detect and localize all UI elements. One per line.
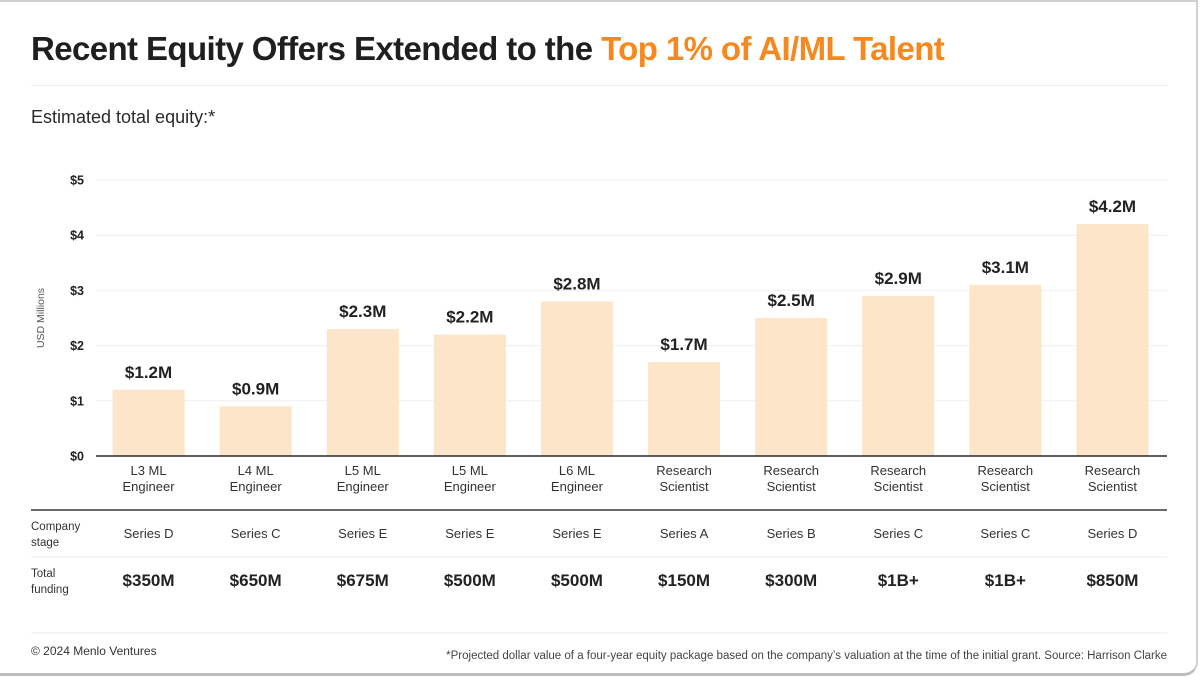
category-label-line1: Research [656, 463, 712, 478]
copyright: © 2024 Menlo Ventures [31, 644, 157, 658]
company-stage-cell: Series E [445, 526, 494, 541]
value-labels: $1.2M $0.9M $2.3M $2.2M $2.8M $1.7M $2.5M $2.9M… [125, 197, 1136, 398]
company-stage-label-line2: stage [31, 537, 59, 549]
value-label: $2.5M [768, 291, 815, 310]
value-label: $1.2M [125, 363, 172, 382]
bar [648, 362, 721, 456]
bar [326, 329, 399, 456]
category-label-line1: Research [870, 463, 926, 478]
category-label-line2: Engineer [230, 479, 283, 494]
bar [219, 406, 292, 456]
bar [755, 318, 828, 456]
value-label: $1.7M [660, 335, 707, 354]
total-funding-cell: $650M [230, 571, 282, 590]
company-stage-cell: Series B [767, 526, 816, 541]
y-tick-label: $5 [70, 174, 84, 188]
value-label: $4.2M [1089, 197, 1136, 216]
value-label: $2.3M [339, 302, 386, 321]
footnote: *Projected dollar value of a four-year e… [446, 650, 1167, 662]
company-stage-cell: Series D [1088, 526, 1138, 541]
y-tick-label: $1 [70, 394, 84, 408]
title-prefix: Recent Equity Offers Extended to the [31, 30, 593, 67]
total-funding-label-line2: funding [31, 584, 69, 596]
category-label-line1: Research [978, 463, 1034, 478]
total-funding-cell: $850M [1086, 571, 1138, 590]
category-label-line2: Engineer [551, 479, 604, 494]
category-label-line2: Scientist [1088, 479, 1138, 494]
total-funding-cell: $300M [765, 571, 817, 590]
title-highlight: Top 1% of AI/ML Talent [601, 30, 945, 67]
bars [112, 224, 1149, 456]
value-label: $3.1M [982, 258, 1029, 277]
total-funding-label-line1: Total [31, 568, 55, 580]
y-tick-labels: $0 $1 $2 $3 $4 $5 [70, 174, 84, 464]
y-tick-label: $3 [70, 284, 84, 298]
bar [433, 334, 506, 456]
chart-subtitle: Estimated total equity:* [31, 107, 216, 127]
total-funding-cell: $350M [123, 571, 175, 590]
value-label: $0.9M [232, 379, 279, 398]
category-label-line1: L6 ML [559, 463, 595, 478]
bar [112, 389, 185, 456]
bar [540, 301, 613, 456]
category-label-line1: L5 ML [452, 463, 488, 478]
company-stage-cell: Series A [660, 526, 709, 541]
total-funding-cell: $500M [551, 571, 603, 590]
company-stage-cell: Series D [124, 526, 174, 541]
category-label-line2: Engineer [444, 479, 497, 494]
chart-title: Recent Equity Offers Extended to the Top… [31, 30, 945, 68]
value-label: $2.2M [446, 308, 493, 327]
category-label-line2: Engineer [337, 479, 390, 494]
category-label-line1: L4 ML [238, 463, 274, 478]
company-stage-cell: Series C [231, 526, 281, 541]
category-label-line1: L3 ML [130, 463, 166, 478]
company-stage-label-line1: Company [31, 521, 80, 533]
company-stage-cell: Series E [552, 526, 601, 541]
company-stage-cell: Series E [338, 526, 387, 541]
value-label: $2.9M [875, 269, 922, 288]
category-label-line1: Research [1085, 463, 1141, 478]
total-funding-cell: $675M [337, 571, 389, 590]
title-divider [31, 85, 1168, 86]
company-stage-row: Series D Series C Series E Series E Series E… [124, 526, 1138, 541]
y-tick-label: $2 [70, 339, 84, 353]
bar [1076, 224, 1149, 456]
y-tick-label: $4 [70, 229, 84, 243]
category-label-line2: Scientist [659, 479, 709, 494]
y-tick-label: $0 [70, 450, 84, 464]
category-label-line1: L5 ML [345, 463, 381, 478]
category-label-line2: Scientist [981, 479, 1031, 494]
category-label-line1: Research [763, 463, 819, 478]
value-label: $2.8M [553, 274, 600, 293]
company-stage-cell: Series C [980, 526, 1030, 541]
bar [969, 284, 1042, 456]
category-label-line2: Engineer [123, 479, 176, 494]
company-stage-cell: Series C [873, 526, 923, 541]
total-funding-cell: $500M [444, 571, 496, 590]
category-label-line2: Scientist [874, 479, 924, 494]
total-funding-cell: $1B+ [878, 571, 919, 590]
total-funding-cell: $1B+ [985, 571, 1026, 590]
category-label-line2: Scientist [767, 479, 817, 494]
y-axis-label: USD Millions [35, 288, 47, 348]
total-funding-row: $350M $650M $675M $500M $500M $150M $300M $1B+ $… [123, 571, 1139, 590]
bar [862, 295, 935, 456]
total-funding-cell: $150M [658, 571, 710, 590]
